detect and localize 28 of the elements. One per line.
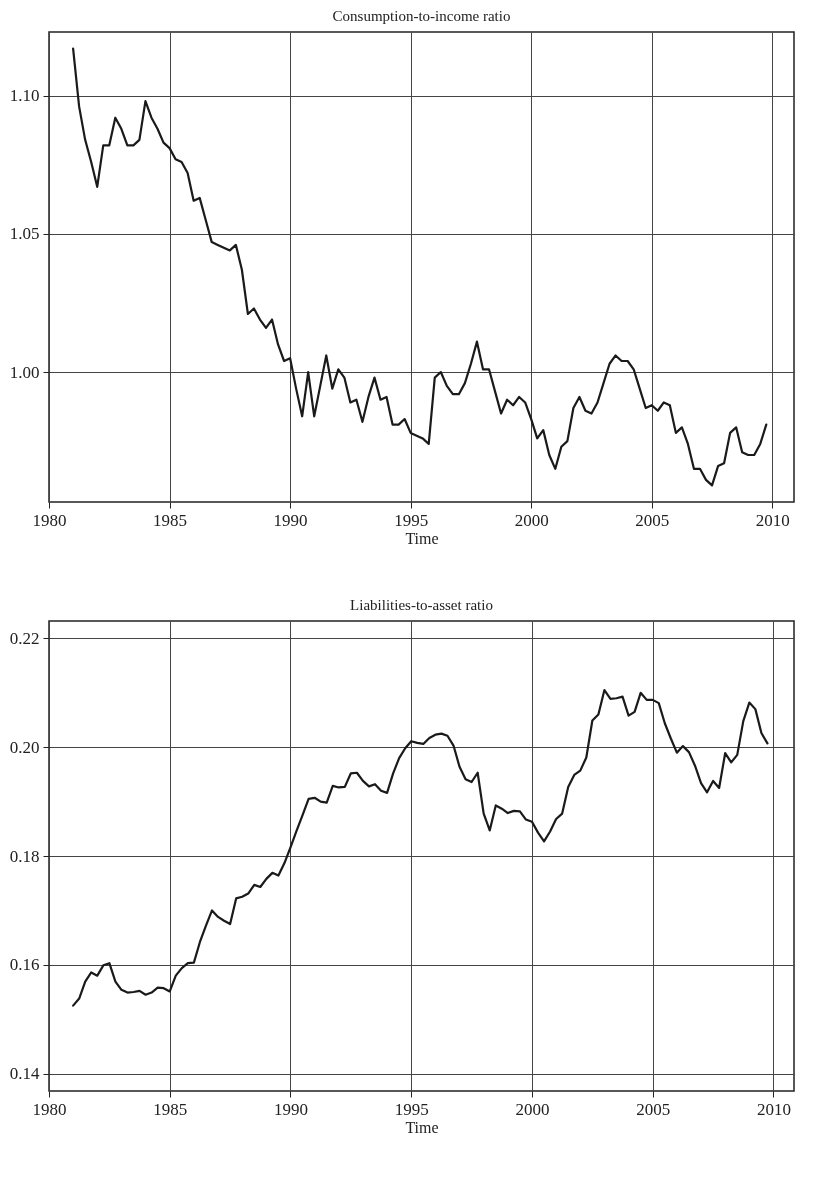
x-axis-title: Time bbox=[405, 529, 439, 547]
y-tick-label: 0.14 bbox=[9, 1064, 40, 1084]
x-tick-label: 2000 bbox=[515, 1099, 550, 1119]
y-tick-label: 0.20 bbox=[9, 737, 40, 757]
x-tick-label: 1980 bbox=[32, 1099, 67, 1119]
x-tick-label: 1985 bbox=[153, 1099, 188, 1119]
line-series bbox=[72, 47, 768, 487]
x-tick-label: 2010 bbox=[755, 510, 790, 530]
x-tick-label: 2000 bbox=[514, 510, 549, 530]
chart-title: Consumption-to-income ratio bbox=[332, 8, 511, 24]
x-tick-label: 2005 bbox=[635, 510, 670, 530]
y-tick-label: 1.10 bbox=[9, 86, 40, 106]
x-tick-label: 1980 bbox=[32, 510, 67, 530]
x-tick-label: 2010 bbox=[756, 1099, 791, 1119]
x-tick-label: 1995 bbox=[394, 1099, 429, 1119]
chart-title: Liabilities-to-asset ratio bbox=[350, 597, 493, 613]
line-series bbox=[72, 688, 769, 1007]
x-tick-label: 1990 bbox=[273, 510, 308, 530]
y-tick-label: 0.18 bbox=[9, 846, 40, 866]
x-tick-label: 2005 bbox=[636, 1099, 671, 1119]
y-tick-label: 0.16 bbox=[9, 955, 40, 975]
x-tick-label: 1985 bbox=[153, 510, 188, 530]
y-tick-label: 1.00 bbox=[9, 362, 40, 382]
x-tick-label: 1995 bbox=[394, 510, 429, 530]
y-tick-label: 1.05 bbox=[9, 224, 40, 244]
y-tick-label: 0.22 bbox=[9, 628, 40, 648]
x-tick-label: 1990 bbox=[273, 1099, 308, 1119]
x-axis-title: Time bbox=[405, 1118, 439, 1136]
